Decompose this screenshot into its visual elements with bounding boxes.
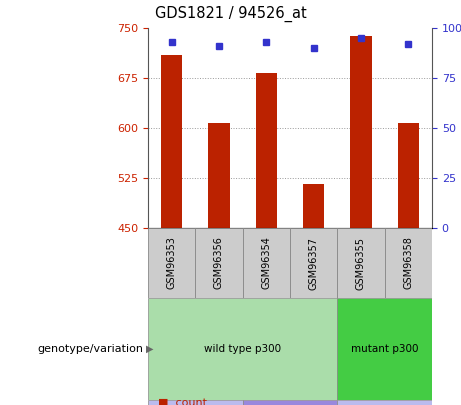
Bar: [148, 228, 195, 298]
Bar: [337, 298, 432, 400]
Bar: [242, 400, 337, 405]
Bar: [148, 400, 242, 405]
Text: wild type p300: wild type p300: [204, 344, 281, 354]
Bar: [303, 184, 325, 228]
Text: mutant p300: mutant p300: [351, 344, 419, 354]
Text: GSM96358: GSM96358: [403, 237, 414, 290]
Bar: [208, 123, 230, 228]
Text: genotype/variation: genotype/variation: [37, 344, 143, 354]
Bar: [290, 228, 337, 298]
Bar: [256, 72, 277, 228]
Bar: [195, 228, 242, 298]
Text: GSM96356: GSM96356: [214, 237, 224, 290]
Text: ■  count: ■ count: [158, 398, 207, 405]
Text: GDS1821 / 94526_at: GDS1821 / 94526_at: [154, 6, 307, 22]
Text: GSM96353: GSM96353: [167, 237, 177, 290]
Bar: [398, 123, 419, 228]
Bar: [337, 400, 432, 405]
Text: ▶: ▶: [146, 344, 154, 354]
Bar: [148, 298, 337, 400]
Text: GSM96357: GSM96357: [309, 237, 319, 290]
Text: GSM96354: GSM96354: [261, 237, 272, 290]
Text: GSM96355: GSM96355: [356, 237, 366, 290]
Bar: [350, 36, 372, 228]
Bar: [161, 55, 182, 228]
Bar: [242, 228, 290, 298]
Bar: [384, 228, 432, 298]
Bar: [337, 228, 384, 298]
